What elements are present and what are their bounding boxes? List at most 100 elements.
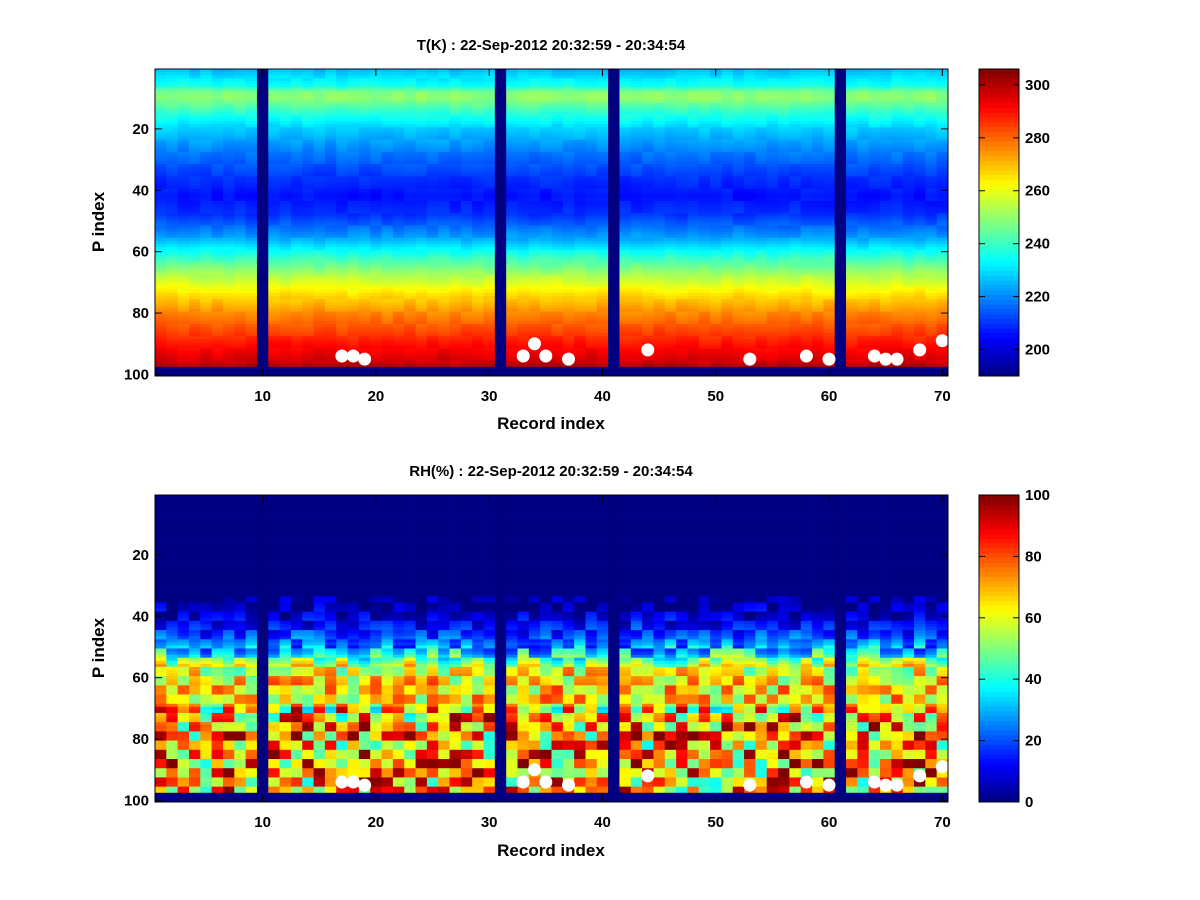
heatmap-cell <box>381 329 394 334</box>
heatmap-cell <box>449 333 462 337</box>
heatmap-cell <box>166 354 179 358</box>
heatmap-cell <box>166 333 179 337</box>
heatmap-cell <box>619 363 632 368</box>
heatmap-cell <box>619 99 632 104</box>
heatmap-cell <box>710 130 722 134</box>
heatmap-cell <box>426 136 439 141</box>
heatmap-cell <box>370 323 382 328</box>
heatmap-cell <box>676 253 688 257</box>
heatmap-cell <box>438 372 450 377</box>
heatmap-cell <box>574 234 586 239</box>
heatmap-cell <box>324 302 337 306</box>
heatmap-cell <box>687 93 700 98</box>
heatmap-cell <box>687 228 700 233</box>
heatmap-cell <box>472 130 484 134</box>
heatmap-cell <box>449 105 462 110</box>
heatmap-cell <box>415 161 428 165</box>
heatmap-cell <box>324 283 337 288</box>
heatmap-cell <box>438 314 450 319</box>
heatmap-cell <box>392 299 405 303</box>
heatmap-cell <box>290 320 303 325</box>
heatmap-cell <box>404 268 416 273</box>
heatmap-cell <box>517 145 530 150</box>
heatmap-cell <box>551 185 564 190</box>
heatmap-cell <box>472 102 484 107</box>
heatmap-cell <box>630 207 643 211</box>
heatmap-cell <box>438 290 450 294</box>
heatmap-cell <box>472 115 484 119</box>
heatmap-cell <box>698 290 711 294</box>
heatmap-cell <box>494 194 507 199</box>
heatmap-cell <box>313 151 326 156</box>
heatmap-cell <box>642 151 654 156</box>
heatmap-cell <box>517 222 530 226</box>
heatmap-cell <box>494 314 507 319</box>
heatmap-cell <box>608 213 620 217</box>
heatmap-cell <box>358 311 371 315</box>
heatmap-cell <box>506 234 518 239</box>
heatmap-cell <box>404 231 416 236</box>
heatmap-cell <box>551 164 564 168</box>
heatmap-cell <box>687 84 700 88</box>
heatmap-cell <box>472 259 484 263</box>
heatmap-cell <box>585 154 598 159</box>
heatmap-cell <box>211 243 224 248</box>
heatmap-cell <box>483 142 496 147</box>
heatmap-cell <box>642 234 654 239</box>
heatmap-cell <box>347 222 360 226</box>
heatmap-cell <box>585 228 598 233</box>
heatmap-cell <box>585 133 598 137</box>
heatmap-cell <box>449 360 462 365</box>
heatmap-cell <box>426 111 439 116</box>
heatmap-cell <box>528 161 541 165</box>
heatmap-cell <box>653 164 666 168</box>
heatmap-cell <box>188 90 201 94</box>
heatmap-cell <box>392 115 405 119</box>
heatmap-cell <box>710 204 722 208</box>
heatmap-cell <box>211 207 224 211</box>
heatmap-cell <box>653 277 666 282</box>
heatmap-cell <box>608 299 620 303</box>
heatmap-cell <box>392 329 405 334</box>
heatmap-cell <box>676 336 688 340</box>
heatmap-cell <box>155 317 167 322</box>
heatmap-cell <box>528 357 541 362</box>
heatmap-cell <box>460 145 473 150</box>
heatmap-cell <box>313 179 326 183</box>
heatmap-cell <box>608 250 620 254</box>
heatmap-cell <box>392 99 405 104</box>
heatmap-cell <box>596 265 609 269</box>
heatmap-cell <box>608 247 620 251</box>
heatmap-cell <box>687 234 700 239</box>
heatmap-cell <box>290 314 303 319</box>
heatmap-cell <box>540 170 552 174</box>
heatmap-cell <box>585 336 598 340</box>
heatmap-cell <box>268 182 281 187</box>
heatmap-cell <box>313 308 326 312</box>
heatmap-cell <box>642 250 654 254</box>
heatmap-cell <box>698 225 711 230</box>
heatmap-cell <box>279 111 292 116</box>
heatmap-cell <box>234 339 247 343</box>
heatmap-cell <box>358 121 371 125</box>
heatmap-cell <box>324 164 337 168</box>
heatmap-cell <box>698 108 711 113</box>
heatmap-cell <box>653 225 666 230</box>
heatmap-cell <box>608 360 620 365</box>
heatmap-cell <box>506 296 518 300</box>
heatmap-cell <box>483 105 496 110</box>
heatmap-cell <box>211 118 224 122</box>
heatmap-cell <box>256 84 269 88</box>
heatmap-cell <box>540 305 552 309</box>
heatmap-cell <box>426 75 439 79</box>
heatmap-cell <box>619 320 632 325</box>
heatmap-cell <box>698 234 711 239</box>
heatmap-cell <box>698 314 711 319</box>
heatmap-cell <box>358 277 371 282</box>
heatmap-cell <box>426 213 439 217</box>
heatmap-cell <box>460 188 473 193</box>
heatmap-cell <box>245 336 258 340</box>
heatmap-cell <box>392 357 405 362</box>
heatmap-cell <box>630 299 643 303</box>
heatmap-cell <box>698 154 711 159</box>
